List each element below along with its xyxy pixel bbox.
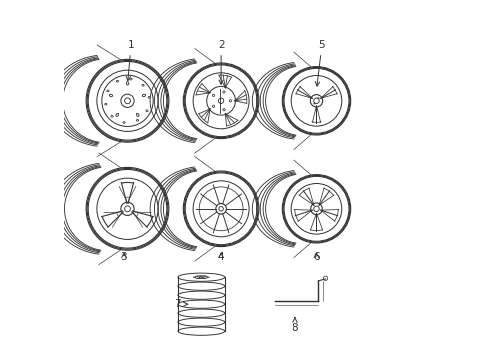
Text: 2: 2 — [217, 40, 224, 84]
Text: 7: 7 — [174, 299, 187, 309]
Text: 1: 1 — [126, 40, 134, 81]
Text: 6: 6 — [312, 252, 319, 262]
Text: 3: 3 — [121, 252, 127, 262]
Text: 5: 5 — [315, 40, 325, 86]
Text: 8: 8 — [291, 318, 298, 333]
Text: 4: 4 — [217, 252, 224, 262]
